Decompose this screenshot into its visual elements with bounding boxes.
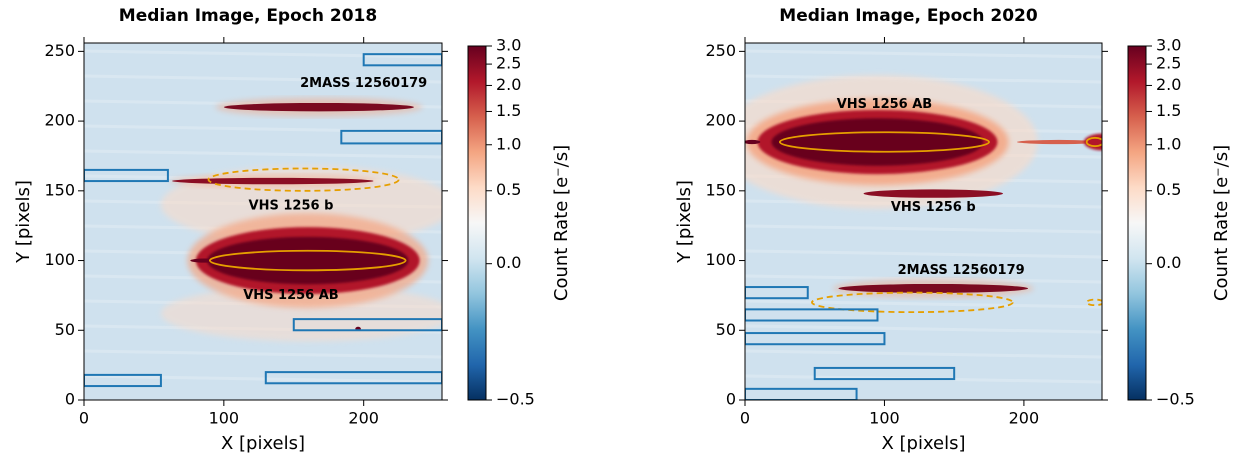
streak	[84, 49, 442, 59]
y-tick-label: 200	[705, 111, 736, 130]
image	[84, 43, 442, 400]
contour	[208, 249, 407, 272]
colorbar-tick-label: 2.5	[496, 54, 521, 73]
axes-frame	[744, 42, 1103, 401]
y-tick-label: 250	[705, 41, 736, 60]
y-tick-label: 200	[44, 111, 75, 130]
colorbar-tick-label: 2.0	[1156, 75, 1181, 94]
annotation: 2MASS 12560179	[898, 263, 1025, 278]
aperture-box	[264, 371, 442, 385]
streak	[745, 299, 1102, 309]
chart-title: Median Image, Epoch 2018	[119, 6, 377, 26]
annotation: VHS 1256 AB	[243, 288, 339, 303]
y-tick-label: 150	[705, 180, 736, 199]
annotation: VHS 1256 AB	[837, 97, 933, 112]
y-axis-label: Y [pixels]	[13, 180, 34, 264]
source	[838, 283, 1029, 293]
annotation: VHS 1256 b	[249, 199, 334, 214]
y-tick-label: 50	[716, 320, 736, 339]
contour	[207, 167, 400, 192]
source	[745, 139, 761, 145]
streak	[745, 224, 1102, 234]
source	[190, 258, 219, 263]
source	[172, 177, 374, 185]
aperture-box	[745, 387, 858, 400]
x-tick-label: 100	[869, 409, 900, 428]
source	[863, 189, 1003, 198]
streak	[745, 324, 1102, 334]
colorbar-tick-label: 0.5	[1156, 180, 1181, 199]
aperture-box	[745, 308, 879, 322]
y-tick-label: 50	[55, 320, 75, 339]
y-tick-label: 0	[726, 390, 736, 409]
streak	[84, 349, 442, 359]
streak	[84, 149, 442, 159]
aperture-box	[84, 373, 162, 388]
axes-frame	[83, 42, 443, 401]
colorbar-tick-label: 1.5	[496, 101, 521, 120]
contour	[1085, 136, 1102, 148]
colorbar-tick-label: 0.0	[496, 253, 521, 272]
colorbar-tick-label: 1.0	[1156, 134, 1181, 153]
source	[1016, 139, 1101, 145]
streak	[745, 49, 1102, 59]
aperture-box	[84, 168, 169, 183]
panel: VHS 1256 AB VHS 1256 b 2MASS 12560179 0 100 2…	[674, 6, 1232, 454]
aperture-box	[813, 366, 956, 381]
source	[223, 102, 415, 112]
y-tick-label: 250	[44, 41, 75, 60]
aperture-box	[745, 332, 886, 346]
streak	[745, 249, 1102, 259]
y-tick-label: 100	[705, 250, 736, 269]
colorbar-tick-label: −0.5	[1156, 390, 1195, 409]
x-axis-label: X [pixels]	[881, 433, 965, 454]
source	[207, 236, 409, 285]
x-axis-label: X [pixels]	[221, 433, 305, 454]
colorbar	[467, 45, 487, 401]
colorbar-tick-label: 2.5	[1156, 54, 1181, 73]
annotation: VHS 1256 b	[891, 200, 976, 215]
colorbar-tick-label: 1.5	[1156, 101, 1181, 120]
x-tick-label: 200	[348, 409, 379, 428]
streak	[745, 349, 1102, 359]
colorbar-tick-label: 3.0	[496, 36, 521, 55]
x-tick-label: 0	[79, 409, 89, 428]
panel: 2MASS 12560179 VHS 1256 b VHS 1256 AB 0 100 2…	[13, 6, 572, 454]
colorbar-label: Count Rate [e⁻/s]	[1211, 145, 1232, 301]
aperture-box	[340, 129, 442, 145]
colorbar-tick-label: 2.0	[496, 75, 521, 94]
image	[745, 43, 1102, 400]
streak	[84, 374, 442, 384]
x-tick-label: 0	[740, 409, 750, 428]
aperture-box	[745, 286, 809, 300]
colorbar-tick-label: 0.0	[1156, 253, 1181, 272]
x-tick-label: 100	[209, 409, 240, 428]
y-tick-label: 150	[44, 180, 75, 199]
contour	[778, 131, 990, 153]
colorbar-tick-label: −0.5	[496, 390, 535, 409]
colorbar-tick-label: 0.5	[496, 180, 521, 199]
y-tick-label: 100	[44, 250, 75, 269]
colorbar-label: Count Rate [e⁻/s]	[551, 145, 572, 301]
aperture-box	[362, 53, 442, 67]
colorbar-tick-label: 3.0	[1156, 36, 1181, 55]
y-axis-label: Y [pixels]	[674, 180, 695, 264]
contour	[811, 291, 1014, 314]
annotation: 2MASS 12560179	[300, 76, 427, 91]
x-tick-label: 200	[1009, 409, 1040, 428]
chart-title: Median Image, Epoch 2020	[779, 6, 1038, 26]
y-tick-label: 0	[65, 390, 75, 409]
streak	[84, 74, 442, 84]
aperture-box	[292, 318, 442, 332]
colorbar-tick-label: 1.0	[496, 134, 521, 153]
source	[771, 118, 984, 166]
colorbar	[1127, 45, 1147, 401]
